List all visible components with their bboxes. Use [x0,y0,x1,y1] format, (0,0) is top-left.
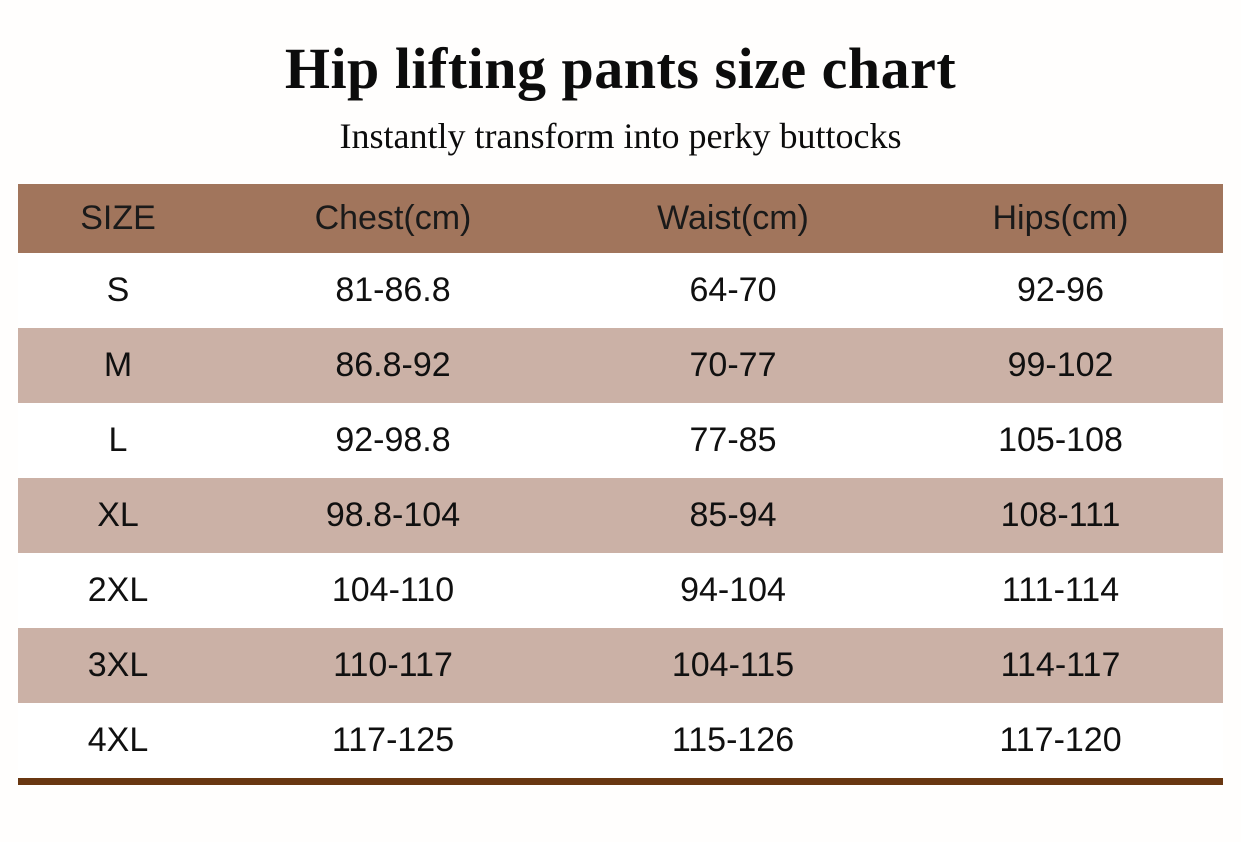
size-label: L [18,402,218,478]
hips-value: 99-102 [898,327,1223,403]
waist-value: 94-104 [568,552,898,628]
waist-value: 64-70 [568,252,898,328]
table-row-xl: XL 98.8-104 85-94 108-111 [18,477,1223,553]
size-chart-page: Hip lifting pants size chart Instantly t… [0,36,1241,785]
column-header-waist: Waist(cm) [568,183,898,253]
size-chart-container: SIZE Chest(cm) Waist(cm) Hips(cm) S 81-8… [18,183,1223,785]
size-label: M [18,327,218,403]
table-row-3xl: 3XL 110-117 104-115 114-117 [18,627,1223,703]
waist-value: 77-85 [568,402,898,478]
size-label: 4XL [18,702,218,778]
hips-value: 111-114 [898,552,1223,628]
chest-value: 110-117 [218,627,568,703]
size-label: S [18,252,218,328]
table-row-m: M 86.8-92 70-77 99-102 [18,327,1223,403]
size-label: 2XL [18,552,218,628]
hips-value: 108-111 [898,477,1223,553]
waist-value: 85-94 [568,477,898,553]
chest-value: 104-110 [218,552,568,628]
hips-value: 92-96 [898,252,1223,328]
table-row-4xl: 4XL 117-125 115-126 117-120 [18,702,1223,778]
bottom-accent-bar [18,777,1223,785]
page-subtitle: Instantly transform into perky buttocks [339,115,902,156]
chest-value: 98.8-104 [218,477,568,553]
page-title: Hip lifting pants size chart [284,36,957,101]
table-row-l: L 92-98.8 77-85 105-108 [18,402,1223,478]
size-label: XL [18,477,218,553]
column-header-size: SIZE [18,183,218,253]
header-row: SIZE Chest(cm) Waist(cm) Hips(cm) [18,183,1223,253]
waist-value: 115-126 [568,702,898,778]
chest-value: 86.8-92 [218,327,568,403]
chest-value: 92-98.8 [218,402,568,478]
table-row-s: S 81-86.8 64-70 92-96 [18,252,1223,328]
table-row-2xl: 2XL 104-110 94-104 111-114 [18,552,1223,628]
hips-value: 114-117 [898,627,1223,703]
column-header-chest: Chest(cm) [218,183,568,253]
waist-value: 104-115 [568,627,898,703]
waist-value: 70-77 [568,327,898,403]
hips-value: 117-120 [898,702,1223,778]
size-chart-table: SIZE Chest(cm) Waist(cm) Hips(cm) S 81-8… [18,183,1223,778]
chest-value: 81-86.8 [218,252,568,328]
size-label: 3XL [18,627,218,703]
chest-value: 117-125 [218,702,568,778]
hips-value: 105-108 [898,402,1223,478]
column-header-hips: Hips(cm) [898,183,1223,253]
